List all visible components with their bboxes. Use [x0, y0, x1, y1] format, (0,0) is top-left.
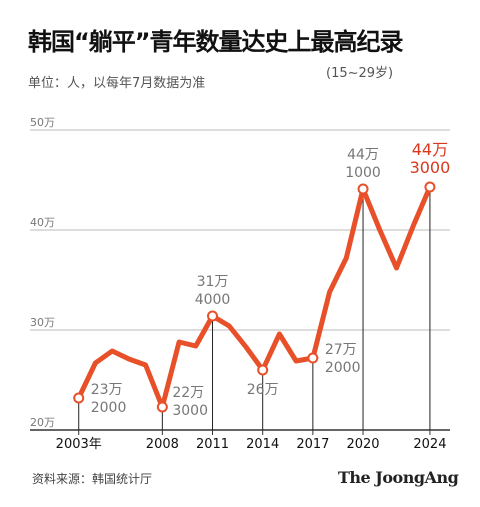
data-label: 1000	[345, 165, 381, 181]
age-range-note: (15~29岁)	[326, 66, 394, 81]
data-label: 23万	[91, 382, 123, 398]
data-label: 2000	[91, 400, 127, 416]
y-tick-label: 50万	[30, 116, 55, 129]
x-tick-label: 2017	[296, 437, 329, 452]
x-tick-label: 2003年	[56, 437, 102, 452]
data-point-marker	[424, 181, 436, 193]
y-tick-label: 30万	[30, 316, 55, 329]
data-label: 44万	[347, 147, 379, 163]
unit-note: 单位：人，以每年7月数据为准	[28, 76, 206, 91]
x-tick-label: 2014	[246, 437, 279, 452]
data-label: 31万	[197, 274, 229, 290]
x-tick-label: 2011	[196, 437, 229, 452]
x-tick-label: 2008	[146, 437, 179, 452]
chart-title: 韩国“躺平”青年数量达史上最高纪录	[28, 28, 404, 56]
data-point-marker	[307, 352, 319, 364]
data-label: 4000	[195, 292, 231, 308]
data-point-marker	[357, 183, 369, 195]
data-label: 22万	[172, 385, 204, 401]
data-label: 27万	[325, 342, 357, 358]
x-tick-label: 2024	[413, 437, 446, 452]
publisher-logo: The JoongAng	[338, 468, 459, 487]
data-label: 3000	[172, 403, 208, 419]
y-tick-label: 40万	[30, 216, 55, 229]
data-point-marker	[257, 364, 269, 376]
data-label: 26万	[247, 382, 279, 398]
x-tick-label: 2020	[346, 437, 379, 452]
data-label: 3000	[410, 158, 451, 177]
data-point-marker	[207, 310, 219, 322]
data-label: 2000	[325, 360, 361, 376]
y-tick-label: 20万	[30, 416, 55, 429]
data-point-marker	[73, 392, 85, 404]
data-label: 44万	[412, 140, 448, 159]
series-line	[76, 184, 433, 410]
data-point-marker	[156, 401, 168, 413]
source-note: 资料来源：韩国统计厅	[32, 472, 153, 486]
